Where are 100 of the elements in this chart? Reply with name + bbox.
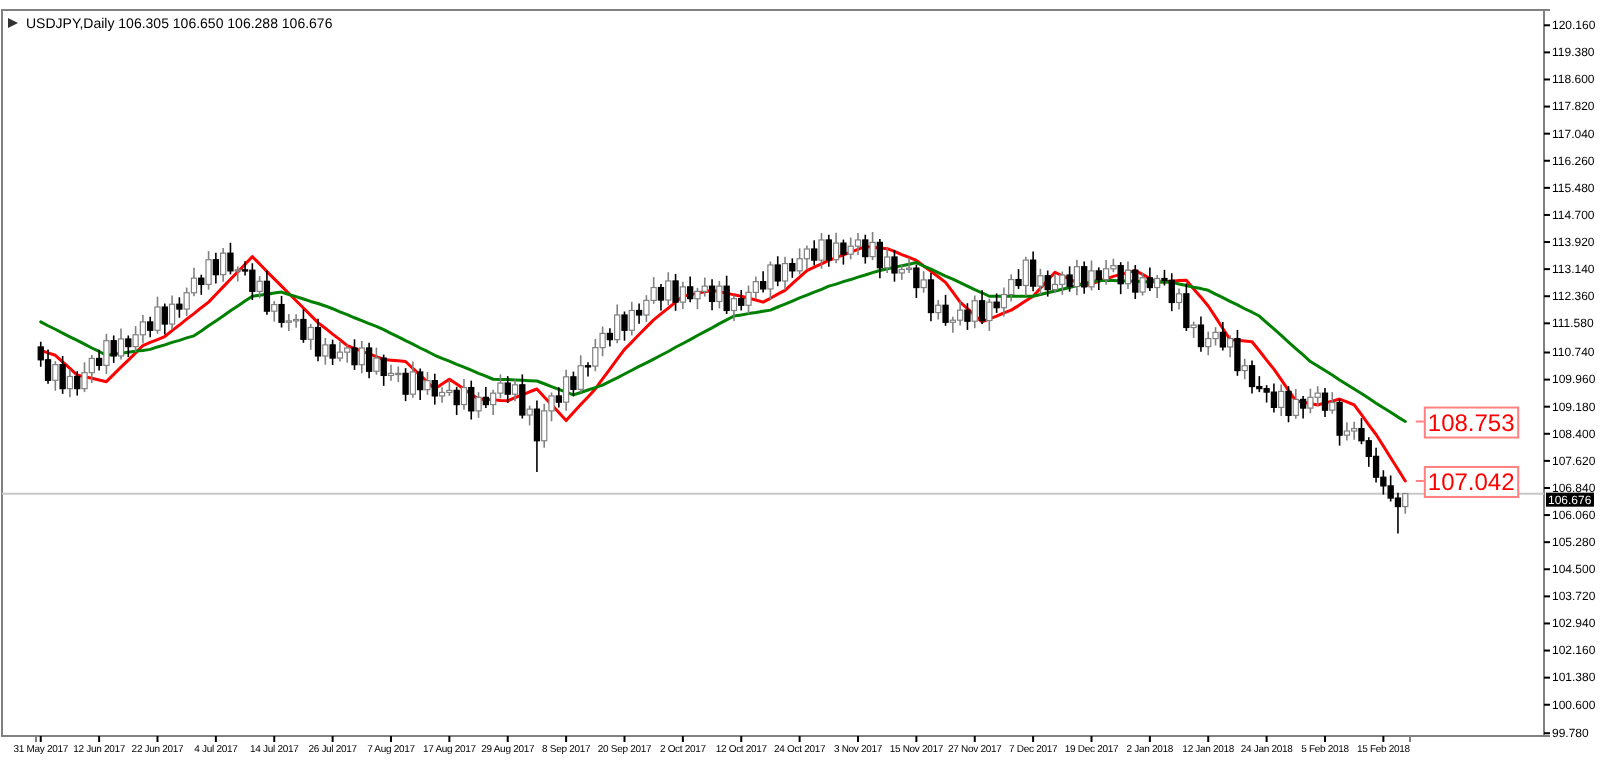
candlestick [212,252,220,285]
candlestick [1212,326,1219,347]
candlestick [577,354,584,394]
candlestick [168,294,176,331]
candlestick [956,300,964,327]
candlestick [825,233,832,268]
candlestick [511,378,519,402]
candlestick [716,280,723,310]
candlestick [139,314,147,345]
candlestick [1226,334,1234,359]
candlestick [723,274,730,315]
candlestick [1234,329,1241,377]
candlestick [307,323,314,351]
candlestick [1059,270,1066,296]
candlestick [1168,272,1175,312]
text: 107.042 [1427,467,1516,496]
candlestick [1095,266,1102,291]
candlestick [832,231,840,265]
candlestick [88,354,95,384]
candlestick [1329,391,1336,415]
candlestick [1336,398,1343,447]
candlestick [679,280,687,310]
candlestick [847,236,854,261]
candlestick [292,313,300,329]
candlestick [285,313,292,332]
candlestick [161,302,168,336]
candlestick [730,294,738,322]
candlestick [1154,274,1161,299]
candlestick [986,297,993,332]
candlestick [227,241,234,276]
candlestick [555,386,562,409]
candlestick [74,370,81,397]
candlestick [862,233,869,265]
candlestick [95,348,103,372]
candlestick [387,363,395,382]
candlestick [44,348,52,385]
candlestick [504,375,511,404]
candlestick [1022,255,1029,297]
candlestick [81,361,88,393]
candlestick [526,404,533,427]
candlestick [1278,383,1285,417]
candlestick [1175,287,1183,311]
candlestick [993,292,1000,314]
candlestick [314,318,322,362]
candlestick [344,343,351,364]
candlestick [1241,357,1248,381]
candlestick [562,369,570,412]
candlestick [409,360,417,399]
candlestick [811,239,818,267]
candlestick [1146,266,1154,292]
candlestick [424,371,431,396]
candlestick [198,273,205,296]
candlestick [759,270,767,294]
candlestick [774,255,781,287]
candlestick [789,257,796,279]
candlestick [263,270,271,316]
candlestick [708,278,716,311]
candlestick [1088,259,1095,292]
candlestick [927,272,935,323]
candlestick [402,367,409,402]
candlestick [475,391,482,419]
candlestick [971,294,978,329]
candlestick [803,244,811,270]
candlestick [66,368,74,399]
candlestick [365,341,373,380]
candlestick [147,315,154,339]
candlestick [234,265,241,283]
candlestick [1219,321,1226,352]
candlestick [1044,269,1051,298]
candlestick [1205,330,1212,357]
candlestick [884,247,891,274]
candlestick [1029,250,1037,293]
candlestick [1015,268,1022,290]
candlestick [767,260,774,301]
candlestick [1343,421,1351,442]
candlestick [1299,395,1307,420]
candlestick [781,255,789,291]
candlestick [519,373,526,420]
candlestick [942,294,949,327]
candlestick [606,327,614,348]
candlestick [1307,387,1314,415]
candlestick [322,337,329,366]
candlestick [278,295,285,329]
candlestick [1183,282,1190,332]
candlestick [482,386,490,409]
candlestick [621,310,628,342]
candlestick [453,386,460,416]
candlestick [220,247,227,283]
candlestick [1285,385,1292,424]
candlestick [1051,273,1059,294]
candlestick [964,302,971,331]
candlestick [271,300,278,323]
candlestick [417,367,424,401]
candlestick [52,360,59,392]
candlestick [854,232,862,256]
candlestick [103,332,110,375]
candlestick [935,299,942,321]
candlestick [249,262,256,301]
candlestick [745,284,752,315]
candlestick [978,289,986,325]
